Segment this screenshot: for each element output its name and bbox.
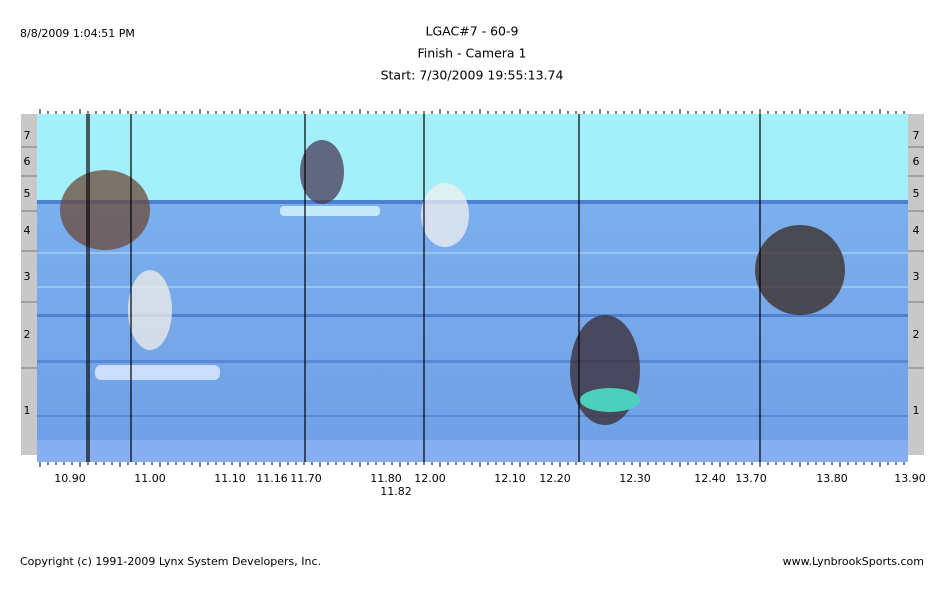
lane-label: 4 bbox=[913, 224, 920, 237]
time-ticks bbox=[39, 109, 905, 467]
time-label: 12.40 bbox=[694, 472, 726, 485]
time-label: 13.70 bbox=[735, 472, 767, 485]
time-label: 11.70 bbox=[290, 472, 322, 485]
time-label: 11.00 bbox=[134, 472, 166, 485]
lane-label: 5 bbox=[913, 187, 920, 200]
lane-label: 5 bbox=[24, 187, 31, 200]
photo bbox=[37, 114, 908, 462]
lane-bar-right bbox=[908, 114, 924, 455]
lane-label: 4 bbox=[24, 224, 31, 237]
event-title: LGAC#7 - 60-9 bbox=[426, 24, 519, 39]
copyright: Copyright (c) 1991-2009 Lynx System Deve… bbox=[20, 555, 321, 568]
lane-label: 1 bbox=[24, 404, 31, 417]
start-time: Start: 7/30/2009 19:55:13.74 bbox=[381, 68, 564, 83]
time-label: 11.10 bbox=[214, 472, 246, 485]
time-label: 12.30 bbox=[619, 472, 651, 485]
lane-bar-left bbox=[21, 114, 37, 455]
lane-label: 6 bbox=[24, 155, 31, 168]
time-labels: 10.90 11.00 11.10 11.16 11.70 11.8011.8212.00… bbox=[54, 472, 926, 498]
time-label: 11.16 bbox=[256, 472, 288, 485]
time-label: 11.82 bbox=[380, 485, 412, 498]
website: www.LynbrookSports.com bbox=[783, 555, 924, 568]
time-label: 12.00 bbox=[414, 472, 446, 485]
time-label: 12.10 bbox=[494, 472, 526, 485]
lane-label: 7 bbox=[913, 129, 920, 142]
time-label: 11.80 bbox=[370, 472, 402, 485]
time-label: 10.90 bbox=[54, 472, 86, 485]
lane-label: 1 bbox=[913, 404, 920, 417]
lane-labels: 7 7 6 6 5 5 4 4 3 3 2 2 1 1 bbox=[21, 129, 924, 417]
time-label: 13.90 bbox=[894, 472, 926, 485]
time-label: 13.80 bbox=[816, 472, 848, 485]
lane-label: 6 bbox=[913, 155, 920, 168]
timestamp: 8/8/2009 1:04:51 PM bbox=[20, 27, 135, 40]
lane-label: 3 bbox=[24, 270, 31, 283]
lane-label: 7 bbox=[24, 129, 31, 142]
camera-label: Finish - Camera 1 bbox=[417, 46, 526, 61]
lane-label: 2 bbox=[24, 328, 31, 341]
lane-label: 3 bbox=[913, 270, 920, 283]
time-label: 12.20 bbox=[539, 472, 571, 485]
lane-label: 2 bbox=[913, 328, 920, 341]
